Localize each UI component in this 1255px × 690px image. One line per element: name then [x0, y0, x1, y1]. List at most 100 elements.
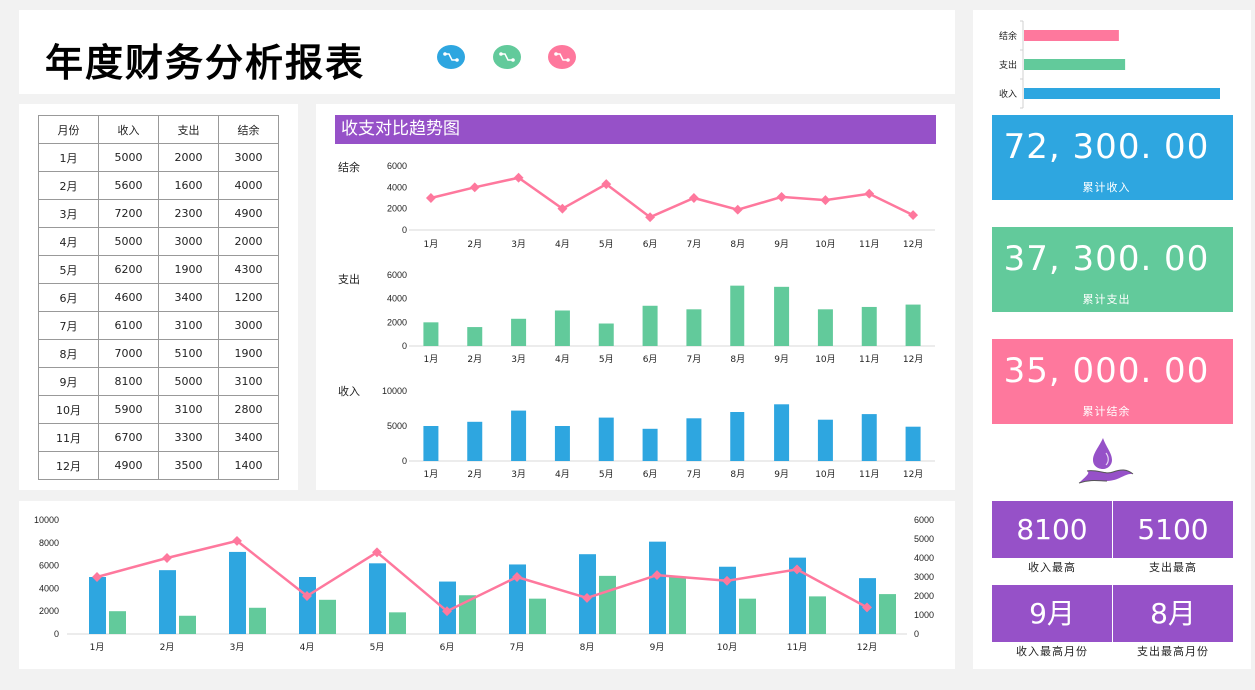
- table-cell: 3000: [158, 227, 219, 256]
- table-header-cell: 结余: [218, 115, 279, 144]
- bar-label: 结余: [999, 30, 1017, 42]
- svg-text:4月: 4月: [300, 642, 315, 653]
- svg-text:4000: 4000: [39, 583, 59, 593]
- income-bar: [509, 564, 526, 634]
- x-tick-label: 2月: [467, 469, 482, 480]
- expense-bar: [879, 594, 896, 634]
- marker: [732, 204, 743, 215]
- table-cell: 7000: [98, 339, 159, 368]
- income-bar: [649, 541, 666, 634]
- bar: [686, 309, 702, 346]
- table-cell: 4900: [98, 451, 159, 480]
- flow-icon-green[interactable]: [493, 45, 521, 69]
- svg-text:12月: 12月: [857, 642, 877, 653]
- svg-text:11月: 11月: [787, 642, 807, 653]
- kpi-label: 累计支出: [1082, 293, 1131, 306]
- svg-text:7月: 7月: [510, 642, 525, 653]
- table-cell: 3500: [158, 451, 219, 480]
- x-tick-label: 7月: [687, 354, 702, 365]
- svg-text:6000: 6000: [39, 561, 59, 571]
- x-tick-label: 6月: [643, 469, 658, 480]
- table-header-row: 月份 收入 支出 结余: [38, 115, 279, 144]
- marker: [688, 193, 699, 203]
- stat-max-income-month: 9月: [992, 585, 1112, 642]
- x-tick-label: 8月: [730, 239, 745, 250]
- x-tick-label: 5月: [599, 469, 614, 480]
- x-tick-label: 11月: [859, 354, 879, 365]
- balance-chart-label: 结余: [338, 161, 360, 174]
- kpi-label: 累计收入: [1082, 181, 1131, 194]
- table-cell: 5100: [158, 339, 219, 368]
- table-cell: 1月: [38, 143, 99, 172]
- marker: [792, 564, 802, 575]
- x-tick-label: 12月: [903, 354, 923, 365]
- marker: [601, 179, 612, 190]
- bar: [554, 310, 570, 346]
- table-cell: 3000: [218, 311, 279, 340]
- kpi-value: 72, 300. 00: [1003, 127, 1210, 167]
- expense-bar: [599, 575, 616, 634]
- bar: [861, 306, 877, 346]
- marker: [645, 212, 656, 223]
- stat-max-income: 8100: [992, 501, 1112, 558]
- expense-bar: [809, 596, 826, 634]
- kpi-value: 35, 000. 00: [1003, 351, 1210, 391]
- table-cell: 1400: [218, 451, 279, 480]
- table-cell: 3100: [218, 367, 279, 396]
- table-row: 5月 6200 1900 4300: [38, 255, 279, 284]
- table-row: 8月 7000 5100 1900: [38, 339, 279, 368]
- marker: [652, 570, 662, 581]
- kpi-value: 37, 300. 00: [1003, 239, 1210, 279]
- stat-label: 收入最高: [1028, 561, 1076, 574]
- table-cell: 8月: [38, 339, 99, 368]
- table-cell: 7200: [98, 199, 159, 228]
- x-tick-label: 9月: [774, 354, 789, 365]
- table-row: 4月 5000 3000 2000: [38, 227, 279, 256]
- flow-icon-blue[interactable]: [437, 45, 465, 69]
- x-tick-label: 8月: [730, 469, 745, 480]
- x-tick-label: 3月: [511, 239, 526, 250]
- svg-text:10月: 10月: [717, 642, 737, 653]
- table-cell: 5000: [158, 367, 219, 396]
- stat-label: 支出最高月份: [1137, 645, 1209, 658]
- table-row: 10月 5900 3100 2800: [38, 395, 279, 424]
- x-tick-label: 2月: [467, 354, 482, 365]
- marker: [776, 191, 787, 202]
- bar: [817, 309, 833, 346]
- table-header-cell: 支出: [158, 115, 219, 144]
- summary-bar: [1024, 88, 1220, 99]
- expense-bar: [669, 577, 686, 634]
- flow-icon-pink[interactable]: [548, 45, 576, 69]
- x-tick-label: 11月: [859, 239, 879, 250]
- svg-text:2000: 2000: [39, 606, 59, 616]
- table-cell: 3400: [158, 283, 219, 312]
- x-tick-label: 5月: [599, 239, 614, 250]
- combo-chart: 0 2000 4000 6000 8000 10000 0 1000 2000 3000 4000 5…: [34, 515, 934, 653]
- bar-label: 支出: [999, 59, 1017, 71]
- table-cell: 4000: [218, 171, 279, 200]
- table-cell: 6200: [98, 255, 159, 284]
- summary-panel: 结余 支出 收入 72, 300. 00 累计收入 37, 300. 00 累计支出…: [973, 10, 1251, 669]
- table-cell: 2300: [158, 199, 219, 228]
- marker: [864, 188, 875, 199]
- summary-bar: [1024, 30, 1119, 41]
- bar: [511, 318, 527, 346]
- table-cell: 4300: [218, 255, 279, 284]
- marker: [862, 602, 872, 613]
- combo-chart-panel: 0 2000 4000 6000 8000 10000 0 1000 2000 3000 4000 5…: [19, 501, 955, 669]
- x-tick-label: 9月: [774, 239, 789, 250]
- page-title: 年度财务分析报表: [45, 41, 366, 85]
- table-cell: 4月: [38, 227, 99, 256]
- table-cell: 2800: [218, 395, 279, 424]
- svg-text:3000: 3000: [914, 572, 934, 582]
- bar: [467, 421, 483, 461]
- expense-bar: [389, 612, 406, 634]
- table-row: 7月 6100 3100 3000: [38, 311, 279, 340]
- x-tick-label: 7月: [687, 469, 702, 480]
- svg-text:6000: 6000: [914, 515, 934, 525]
- table-row: 11月 6700 3300 3400: [38, 423, 279, 452]
- bar: [730, 285, 745, 346]
- table-cell: 2月: [38, 171, 99, 200]
- title-panel: 年度财务分析报表: [19, 10, 955, 94]
- x-tick-label: 3月: [511, 354, 526, 365]
